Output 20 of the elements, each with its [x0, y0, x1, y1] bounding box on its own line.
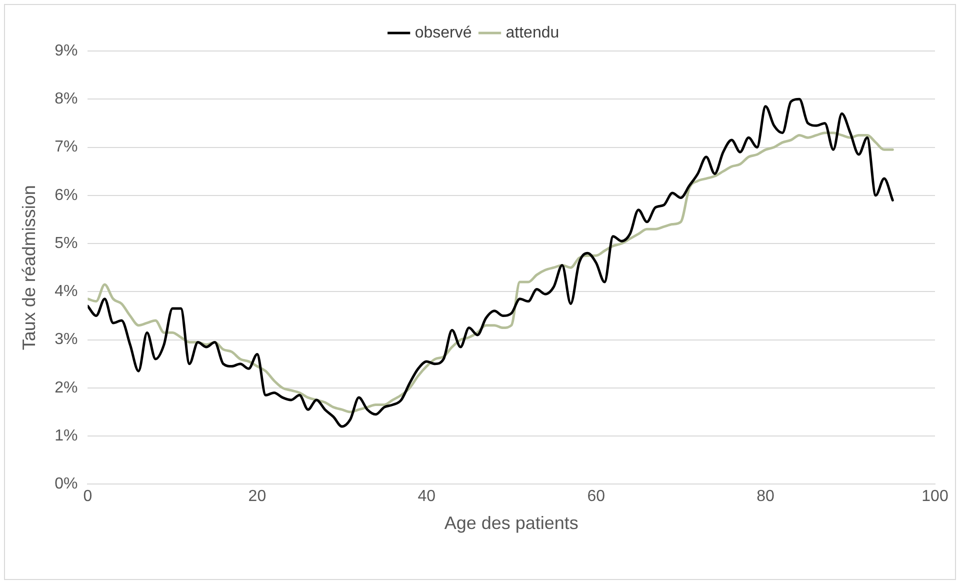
x-tick-label: 40 [418, 488, 436, 506]
y-tick-label: 4% [54, 283, 78, 300]
x-tick-label: 60 [587, 488, 606, 506]
x-tick-label: 20 [248, 488, 266, 506]
x-tick-label: 100 [922, 488, 948, 506]
y-tick-label: 7% [54, 138, 78, 156]
y-tick-label: 5% [54, 234, 78, 252]
y-tick-label: 9% [54, 42, 78, 60]
x-tick-label: 80 [756, 488, 775, 506]
y-tick-label: 1% [54, 427, 78, 444]
y-axis-title: Taux de réadmission [18, 185, 39, 350]
x-tick-label: 0 [83, 488, 92, 506]
legend-label: attendu [506, 24, 560, 42]
y-tick-label: 2% [54, 379, 78, 396]
y-tick-label: 6% [54, 186, 78, 204]
y-tick-label: 3% [54, 331, 78, 348]
legend-label: observé [414, 24, 472, 42]
y-tick-label: 0% [54, 476, 78, 493]
y-tick-label: 8% [54, 90, 78, 108]
x-axis-title: Age des patients [444, 513, 578, 534]
